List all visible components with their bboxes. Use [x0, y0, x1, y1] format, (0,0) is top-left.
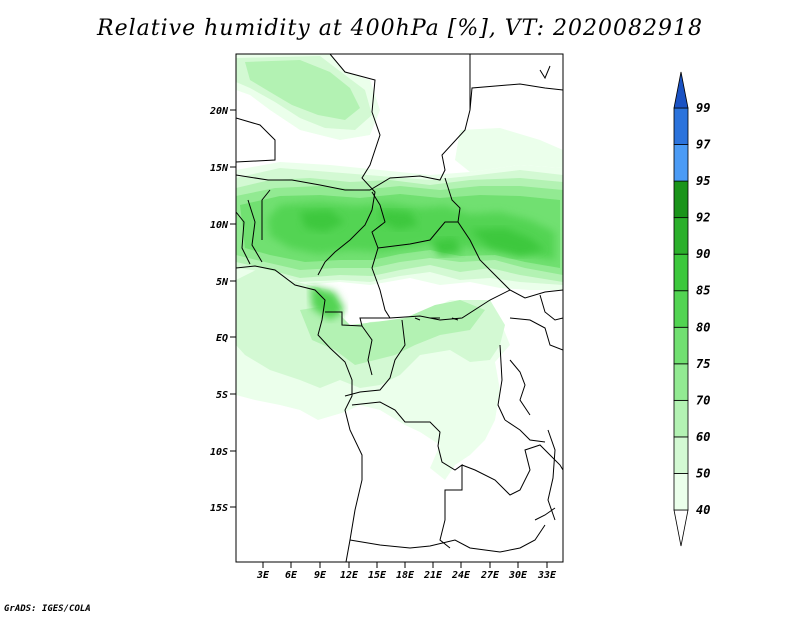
- colorbar-segment: [673, 107, 689, 145]
- colorbar-segment: [673, 290, 689, 328]
- colorbar: 40 50 60 70 75 80 85 90 92 95 97 99: [673, 71, 711, 547]
- map-frame: [235, 53, 564, 563]
- lon-label: 15E: [368, 570, 387, 581]
- map-title: Relative humidity at 400hPa [%], VT: 202…: [97, 16, 703, 41]
- axis-ticks: [230, 109, 548, 568]
- lat-label: 15N: [210, 163, 229, 174]
- colorbar-segment: [673, 326, 689, 365]
- colorbar-label: 85: [696, 284, 710, 298]
- colorbar-label: 97: [696, 138, 711, 152]
- lat-label: 15S: [210, 503, 228, 514]
- colorbar-label: 40: [696, 503, 710, 517]
- colorbar-segment: [673, 399, 689, 438]
- colorbar-segment: [673, 217, 689, 255]
- lon-label: 24E: [451, 570, 471, 581]
- lon-label: 3E: [256, 570, 270, 581]
- lon-label: 18E: [396, 570, 415, 581]
- colorbar-label: 90: [696, 247, 710, 261]
- country-borders: [236, 54, 563, 562]
- lat-label: 5N: [216, 277, 229, 288]
- humidity-field: [236, 54, 563, 480]
- colorbar-label: 50: [696, 466, 710, 480]
- lat-label: 10N: [210, 220, 229, 231]
- lon-label: 30E: [508, 570, 528, 581]
- colorbar-segment: [673, 71, 689, 109]
- lat-label: 10S: [210, 447, 228, 458]
- lon-label: 12E: [340, 570, 359, 581]
- colorbar-label: 60: [696, 430, 710, 444]
- colorbar-label: 70: [696, 393, 710, 407]
- colorbar-label: 95: [696, 174, 710, 188]
- colorbar-segment: [673, 253, 689, 292]
- lat-label: EQ: [216, 333, 228, 344]
- colorbar-segment: [673, 436, 689, 474]
- lat-label: 5S: [216, 390, 228, 401]
- lon-label: 6E: [285, 570, 298, 581]
- grads-credit: GrADS: IGES/COLA: [4, 604, 91, 614]
- lon-label: 27E: [480, 570, 500, 581]
- colorbar-segment: [673, 363, 689, 401]
- colorbar-label: 99: [696, 101, 710, 115]
- lon-label: 21E: [423, 570, 443, 581]
- colorbar-segment: [673, 180, 689, 219]
- colorbar-label: 92: [696, 211, 710, 225]
- lat-label: 20N: [209, 106, 229, 117]
- colorbar-segment: [673, 473, 689, 511]
- colorbar-label: 80: [696, 320, 710, 334]
- colorbar-label: 75: [696, 357, 710, 371]
- lon-label: 9E: [314, 570, 327, 581]
- colorbar-segment: [673, 509, 689, 547]
- lon-label: 33E: [537, 570, 557, 581]
- colorbar-segment: [673, 144, 689, 182]
